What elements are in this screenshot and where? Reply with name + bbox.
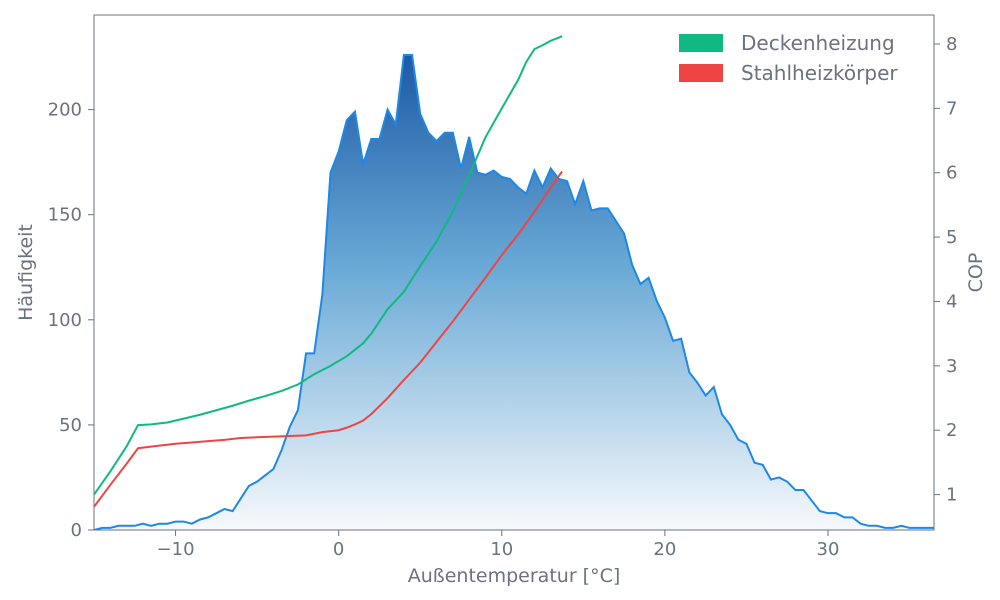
legend-swatch <box>679 34 723 52</box>
x-tick-label: 30 <box>817 539 840 560</box>
y-right-tick-label: 1 <box>946 485 957 506</box>
y-left-tick-label: 200 <box>48 100 82 121</box>
series-line-stahlheizkoerper <box>94 170 563 508</box>
x-tick-label: 10 <box>490 539 513 560</box>
y-right-tick-label: 4 <box>946 291 957 312</box>
y-right-axis-ticks: 1 2 3 4 5 6 7 8 <box>934 34 957 506</box>
y-left-tick-label: 150 <box>48 205 82 226</box>
y-right-tick-label: 7 <box>946 98 957 119</box>
x-tick-label: 0 <box>333 539 344 560</box>
plot-frame <box>93 14 935 531</box>
y-left-axis-ticks: 0 50 100 150 200 <box>48 100 94 541</box>
y-right-tick-label: 6 <box>946 163 957 184</box>
legend: Deckenheizung Stahlheizkörper <box>679 31 898 85</box>
x-axis-ticks: −10 0 10 20 30 <box>157 530 840 560</box>
y-right-tick-label: 5 <box>946 227 957 248</box>
cop-series-group <box>94 35 563 508</box>
y-left-axis-title: Häufigkeit <box>15 224 37 321</box>
legend-label: Stahlheizkörper <box>741 61 898 85</box>
x-tick-label: 20 <box>653 539 676 560</box>
legend-label: Deckenheizung <box>741 31 895 55</box>
y-right-tick-label: 2 <box>946 420 957 441</box>
y-left-tick-label: 100 <box>48 310 82 331</box>
frequency-area <box>94 54 934 530</box>
frequency-line <box>94 53 934 530</box>
y-right-tick-label: 3 <box>946 356 957 377</box>
plot-area <box>94 35 934 530</box>
x-tick-label: −10 <box>157 539 195 560</box>
y-left-tick-label: 50 <box>59 415 82 436</box>
x-axis-title: Außentemperatur [°C] <box>408 565 621 587</box>
series-line-deckenheizung <box>94 35 563 496</box>
y-right-axis-title: COP <box>965 253 987 293</box>
y-left-tick-label: 0 <box>71 520 82 541</box>
y-right-tick-label: 8 <box>946 34 957 55</box>
legend-swatch <box>679 64 723 82</box>
